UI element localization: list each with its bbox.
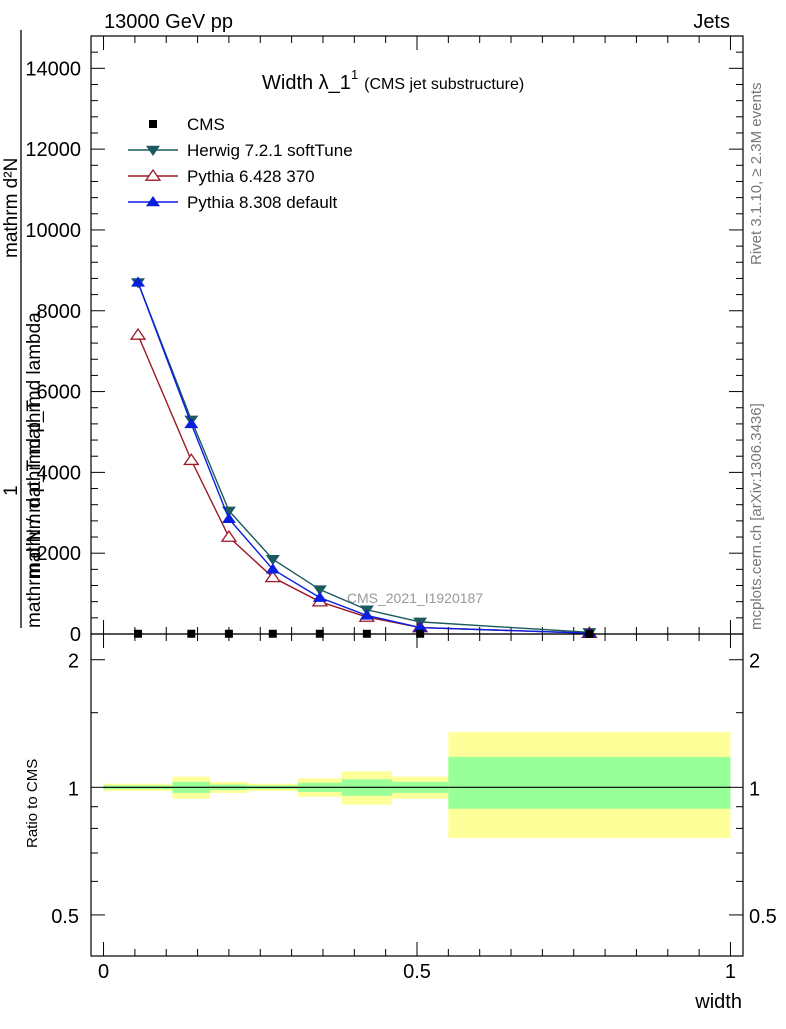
legend: CMS Herwig 7.2.1 softTune Pythia 6.428 370… xyxy=(128,115,353,212)
watermark: CMS_2021_I1920187 xyxy=(347,590,483,606)
chart-title: Width λ_11 (CMS jet substructure) xyxy=(262,67,524,94)
series-line-pythia6 xyxy=(137,334,590,634)
y-tick-label: 8000 xyxy=(37,301,82,323)
y-tick-label: 4000 xyxy=(37,462,82,484)
rivet-label: Rivet 3.1.10, ≥ 2.3M events xyxy=(748,83,765,266)
y-tick-label: 14000 xyxy=(25,58,81,80)
x-axis-label: width xyxy=(694,991,742,1013)
y-tick-label: 12000 xyxy=(25,139,81,161)
legend-label: Herwig 7.2.1 softTune xyxy=(187,141,353,160)
data-point-pythia6 xyxy=(264,570,282,583)
legend-label: Pythia 6.428 370 xyxy=(187,167,315,186)
ratio-y-tick-label-right: 1 xyxy=(749,778,760,800)
ratio-y-tick-label: 2 xyxy=(68,651,79,673)
legend-item-herwig: Herwig 7.2.1 softTune xyxy=(128,141,353,160)
legend-marker xyxy=(149,120,157,128)
y-tick-label: 10000 xyxy=(25,220,81,242)
ylabel-prefix-num: 1 xyxy=(1,485,22,496)
legend-marker xyxy=(146,196,160,207)
data-point-pythia8 xyxy=(359,609,374,620)
legend-item-pythia6: Pythia 6.428 370 xyxy=(128,167,315,186)
ratio-bands xyxy=(103,732,731,838)
series-line-pythia8 xyxy=(137,282,590,634)
data-point-pythia8 xyxy=(131,276,146,287)
data-point-pythia8 xyxy=(312,591,327,602)
x-tick-label: 0 xyxy=(98,961,109,983)
series-pythia8 xyxy=(131,276,597,638)
ratio-axis-ticks xyxy=(91,634,743,956)
series-line-herwig xyxy=(137,282,590,634)
x-tick-label: 1 xyxy=(725,961,736,983)
data-point-pythia6 xyxy=(220,529,238,542)
y-tick-label: 0 xyxy=(70,624,81,646)
legend-marker xyxy=(146,145,160,156)
main-y-axis-label: mathrm d²N mathrm d p_T mathrmd lambda 1… xyxy=(1,30,45,628)
data-point-pythia8 xyxy=(265,563,280,574)
chart-subtitle: (CMS jet substructure) xyxy=(364,76,524,93)
legend-item-pythia8: Pythia 8.308 default xyxy=(128,193,338,212)
mcplots-label: mcplots.cern.ch [arXiv:1306.3436] xyxy=(748,403,765,630)
legend-marker xyxy=(144,168,162,181)
x-tick-label: 0.5 xyxy=(403,961,431,983)
ylabel-numerator: mathrm d²N xyxy=(1,158,22,258)
data-point-herwig xyxy=(312,585,327,596)
chart-title-main: Width λ_1 xyxy=(262,72,351,94)
ratio-y-tick-label: 1 xyxy=(68,778,79,800)
data-point-herwig xyxy=(265,555,280,566)
legend-label: Pythia 8.308 default xyxy=(187,193,338,212)
ratio-y-tick-label-right: 0.5 xyxy=(749,906,777,928)
ratio-panel: 0.5 0.5 1 1 2 2 0 0.5 1 Ratio to CMS width xyxy=(24,633,777,1013)
data-point-pythia6 xyxy=(183,453,200,466)
ylabel-denominator: mathrm d p_T mathrmd lambda xyxy=(24,312,45,578)
y-tick-label: 2000 xyxy=(37,543,82,565)
ratio-y-tick-label-right: 2 xyxy=(749,651,760,673)
ratio-y-tick-label: 0.5 xyxy=(51,906,79,928)
y-tick-label: 6000 xyxy=(37,382,82,404)
data-point-pythia8 xyxy=(184,417,199,429)
chart-title-sup: 1 xyxy=(351,67,358,82)
ylabel-prefix-den: mathrm d N / mathrmd p_T xyxy=(24,400,45,628)
series-layer xyxy=(129,276,598,639)
band-inner xyxy=(448,756,731,809)
header-right: Jets xyxy=(693,11,730,33)
series-herwig xyxy=(131,278,597,639)
ratio-tick-labels: 0.5 0.5 1 1 2 2 0 0.5 1 xyxy=(51,651,777,983)
main-panel: 0 2000 4000 6000 8000 10000 12000 14000 CMS_202… xyxy=(1,30,744,646)
header-left: 13000 GeV pp xyxy=(104,11,233,33)
data-point-pythia8 xyxy=(413,621,428,632)
legend-label: CMS xyxy=(187,115,225,134)
data-point-pythia6 xyxy=(129,327,147,340)
legend-item-cms: CMS xyxy=(149,115,225,134)
data-point-pythia8 xyxy=(221,512,236,524)
ratio-frame xyxy=(90,633,744,957)
ratio-y-axis-label: Ratio to CMS xyxy=(24,759,41,848)
main-y-tick-labels: 0 2000 4000 6000 8000 10000 12000 14000 xyxy=(25,58,81,646)
